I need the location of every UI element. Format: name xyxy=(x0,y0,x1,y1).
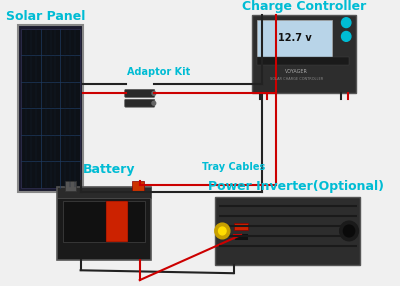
FancyBboxPatch shape xyxy=(18,25,84,192)
FancyBboxPatch shape xyxy=(252,15,356,94)
FancyBboxPatch shape xyxy=(63,202,145,242)
FancyBboxPatch shape xyxy=(132,181,144,191)
Circle shape xyxy=(342,31,351,41)
Text: SOLAR CHARGE CONTROLLER: SOLAR CHARGE CONTROLLER xyxy=(270,77,323,81)
FancyBboxPatch shape xyxy=(57,187,151,261)
FancyBboxPatch shape xyxy=(57,187,151,198)
FancyBboxPatch shape xyxy=(234,233,248,240)
FancyBboxPatch shape xyxy=(234,223,248,230)
FancyBboxPatch shape xyxy=(215,196,360,265)
FancyBboxPatch shape xyxy=(65,181,76,191)
FancyBboxPatch shape xyxy=(257,57,349,65)
FancyBboxPatch shape xyxy=(125,99,155,107)
Text: Battery: Battery xyxy=(82,162,135,176)
Circle shape xyxy=(342,18,351,27)
Text: 12.7 v: 12.7 v xyxy=(278,33,312,43)
Circle shape xyxy=(152,92,156,95)
Circle shape xyxy=(218,227,226,235)
FancyBboxPatch shape xyxy=(106,202,128,242)
Circle shape xyxy=(152,101,156,105)
Text: Adaptor Kit: Adaptor Kit xyxy=(127,67,190,77)
Text: VOYAGER: VOYAGER xyxy=(285,69,308,74)
Circle shape xyxy=(343,225,355,237)
Text: Solar Panel: Solar Panel xyxy=(6,10,86,23)
Circle shape xyxy=(215,223,230,239)
Circle shape xyxy=(340,221,358,241)
FancyBboxPatch shape xyxy=(257,20,332,57)
Text: Charge Controller: Charge Controller xyxy=(242,0,366,13)
FancyBboxPatch shape xyxy=(125,90,155,97)
FancyBboxPatch shape xyxy=(22,29,80,188)
Text: Power Inverter(Optional): Power Inverter(Optional) xyxy=(208,180,384,193)
Text: Tray Cables: Tray Cables xyxy=(202,162,265,172)
